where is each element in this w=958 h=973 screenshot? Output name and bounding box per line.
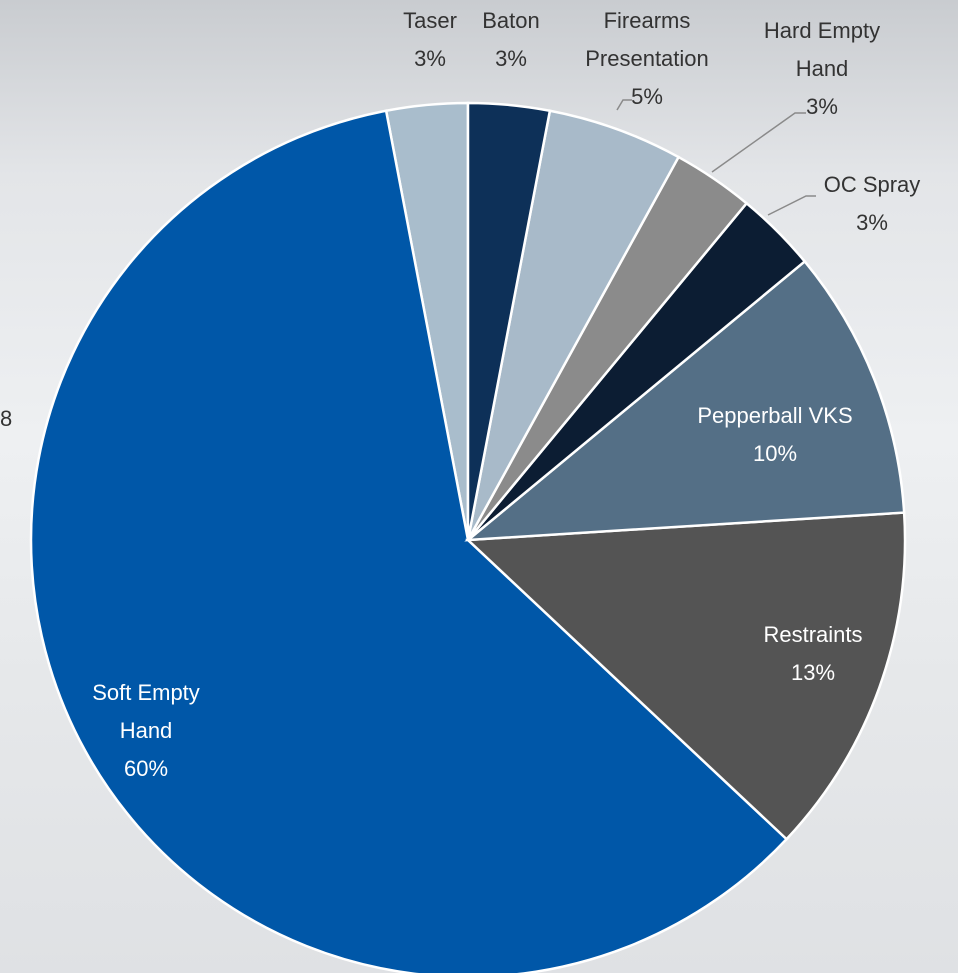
category-label: Hard Empty Hand: [763, 18, 881, 81]
category-label: Firearms Presentation: [585, 8, 709, 71]
pie-slice: [464, 259, 906, 542]
leader-line: [767, 195, 816, 216]
value-label: 60%: [123, 756, 169, 781]
leader-line: [616, 99, 632, 111]
pie-slice: [465, 511, 907, 841]
slice-label: Baton 3%: [466, 2, 556, 78]
value-label: 3%: [856, 210, 888, 235]
pie-slice: [466, 101, 552, 541]
category-label: Taser: [403, 8, 457, 33]
annotation: 8: [0, 406, 13, 431]
category-label: Pepperball VKS: [697, 403, 853, 428]
category-label: Restraints: [763, 622, 863, 647]
slice-label: OC Spray 3%: [807, 166, 937, 242]
value-label: 3%: [414, 46, 446, 71]
category-label: Soft Empty Hand: [92, 680, 200, 743]
value-label: 3%: [495, 46, 527, 71]
value-label: 10%: [752, 441, 798, 466]
value-label: 5%: [631, 84, 663, 109]
slice-label: Restraints 13%: [733, 616, 893, 692]
slice-label: Soft Empty Hand 60%: [71, 674, 221, 788]
category-label: Baton: [482, 8, 540, 33]
leader-line: [711, 112, 806, 173]
slice-label: Pepperball VKS 10%: [665, 397, 885, 473]
value-label: 13%: [790, 660, 836, 685]
slice-label: Firearms Presentation 5%: [557, 2, 737, 116]
slice-label: Hard Empty Hand 3%: [747, 12, 897, 126]
pie-slice: [29, 109, 789, 973]
slice-label: Taser 3%: [385, 2, 475, 78]
category-label: OC Spray: [823, 172, 921, 197]
value-label: 3%: [806, 94, 838, 119]
